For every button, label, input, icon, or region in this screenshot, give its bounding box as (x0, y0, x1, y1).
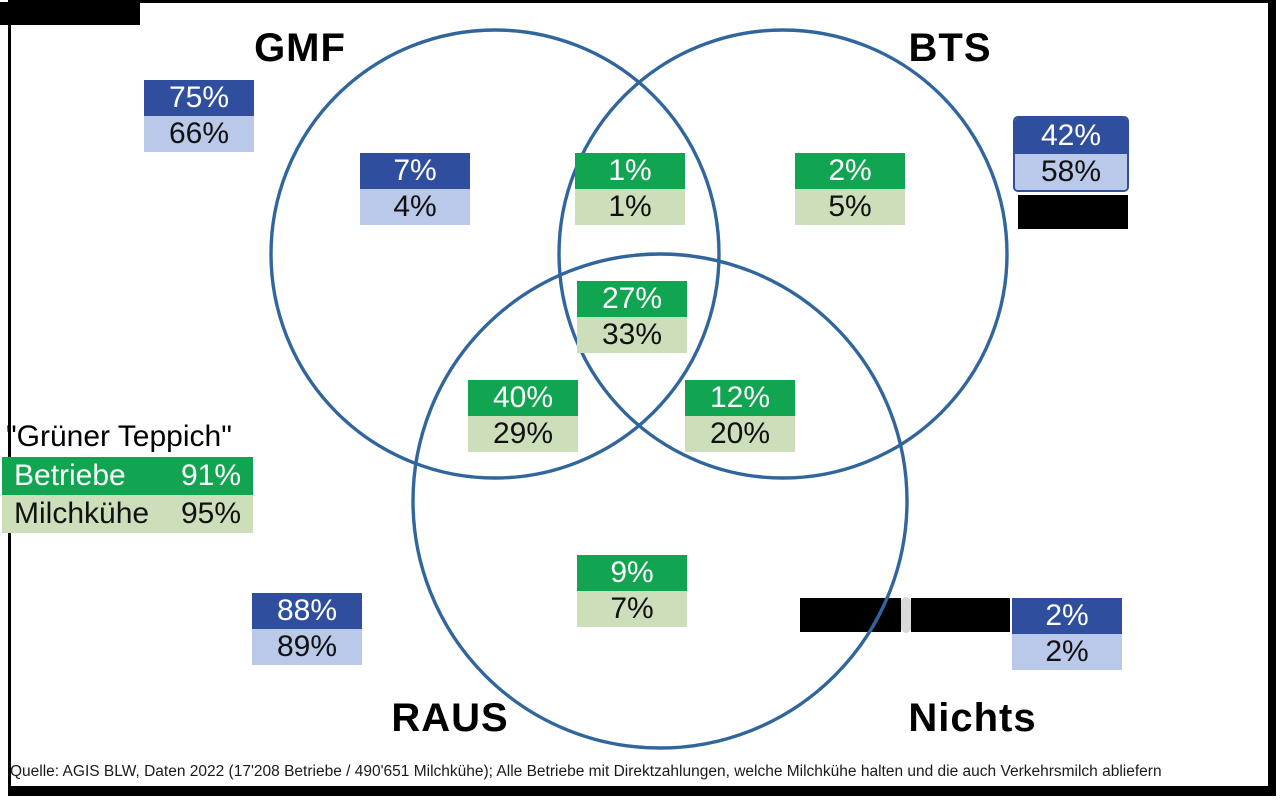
redaction-bar-nichts-right (911, 598, 1010, 632)
gmf-only-betriebe: 7% (360, 153, 470, 189)
nichts-label: Nichts (908, 696, 1037, 740)
bts-total-milchkuehe: 58% (1015, 154, 1127, 190)
pct-box-gmf-total: 75% 66% (144, 80, 254, 152)
raus-circle (411, 252, 909, 750)
redaction-bar-bts (1018, 195, 1128, 229)
gmf-only-milchkuehe: 4% (360, 189, 470, 225)
bts-raus-betriebe: 12% (685, 380, 795, 416)
nichts-betriebe: 2% (1012, 598, 1122, 634)
redaction-bar-title (0, 2, 140, 25)
raus-total-betriebe: 88% (252, 593, 362, 629)
legend-title: "Grüner Teppich" (6, 420, 232, 453)
raus-label: RAUS (391, 696, 509, 740)
legend-milchkuehe-value: 95% (180, 497, 241, 530)
pct-box-raus-total: 88% 89% (252, 593, 362, 665)
gmf-total-milchkuehe: 66% (144, 116, 254, 152)
legend-row-betriebe: Betriebe 91% (2, 457, 253, 495)
pct-box-gmf-raus: 40% 29% (468, 380, 578, 452)
redaction-divider (901, 597, 911, 633)
bts-total-betriebe: 42% (1015, 118, 1127, 154)
bts-label: BTS (908, 26, 992, 70)
pct-box-raus-only: 9% 7% (577, 555, 687, 627)
bts-raus-milchkuehe: 20% (685, 416, 795, 452)
pct-box-bts-only: 2% 5% (795, 153, 905, 225)
nichts-milchkuehe: 2% (1012, 634, 1122, 670)
pct-box-gmf-bts: 1% 1% (575, 153, 685, 225)
raus-only-betriebe: 9% (577, 555, 687, 591)
gmf-total-betriebe: 75% (144, 80, 254, 116)
pct-box-bts-total: 42% 58% (1013, 116, 1129, 192)
bts-circle (557, 28, 1009, 480)
source-caption: Quelle: AGIS BLW, Daten 2022 (17'208 Bet… (10, 763, 1162, 780)
bts-only-betriebe: 2% (795, 153, 905, 189)
pct-box-nichts: 2% 2% (1012, 598, 1122, 670)
gmf-raus-betriebe: 40% (468, 380, 578, 416)
pct-box-bts-raus: 12% 20% (685, 380, 795, 452)
raus-total-milchkuehe: 89% (252, 629, 362, 665)
legend-milchkuehe-label: Milchkühe (14, 497, 150, 530)
pct-box-gmf-only: 7% 4% (360, 153, 470, 225)
gmf-circle (269, 28, 721, 480)
raus-only-milchkuehe: 7% (577, 591, 687, 627)
legend-betriebe-value: 91% (180, 459, 241, 492)
gmf-bts-milchkuehe: 1% (575, 189, 685, 225)
pct-box-center-all-three: 27% 33% (577, 281, 687, 353)
gmf-raus-milchkuehe: 29% (468, 416, 578, 452)
center-betriebe: 27% (577, 281, 687, 317)
legend-row-milchkuehe: Milchkühe 95% (2, 495, 253, 533)
legend-betriebe-label: Betriebe (14, 459, 126, 492)
gmf-label: GMF (254, 26, 346, 70)
bts-only-milchkuehe: 5% (795, 189, 905, 225)
gmf-bts-betriebe: 1% (575, 153, 685, 189)
center-milchkuehe: 33% (577, 317, 687, 353)
